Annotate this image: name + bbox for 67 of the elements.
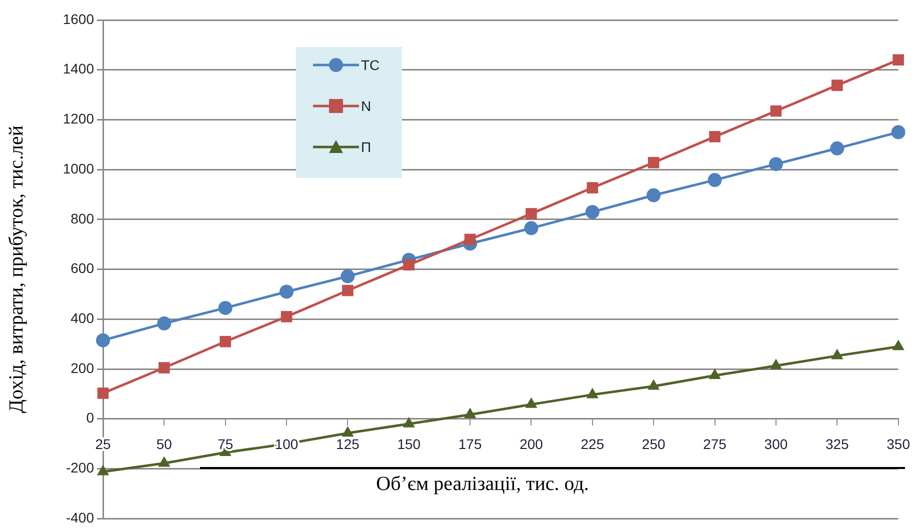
point [402, 416, 415, 428]
point [648, 156, 660, 168]
point [464, 234, 476, 246]
y-tick-label: 400 [70, 310, 94, 326]
x-tick-label: 125 [336, 436, 360, 452]
point [585, 204, 600, 219]
x-tick-label: 300 [764, 436, 788, 452]
x-tick-label: 25 [95, 436, 111, 452]
x-tick-label: 200 [520, 436, 544, 452]
y-tick-label: 1600 [62, 10, 94, 27]
point [708, 368, 721, 379]
point [525, 397, 538, 408]
point [831, 348, 844, 360]
point [342, 426, 354, 437]
x-tick-label: 275 [703, 436, 727, 452]
point [892, 54, 904, 66]
point [403, 259, 415, 270]
point [586, 388, 598, 398]
point [96, 464, 110, 476]
y-tick-label: 200 [70, 360, 94, 376]
point [524, 221, 538, 236]
x-axis-title: Об’єм реалізації, тис. од. [200, 467, 905, 496]
point [770, 358, 782, 370]
y-tick-label: 1000 [62, 160, 94, 176]
point [526, 208, 537, 220]
x-tick-label: 50 [156, 436, 172, 452]
legend-label: TC [361, 57, 380, 73]
point [830, 141, 844, 156]
point [708, 173, 722, 188]
y-tick-label: -200 [66, 460, 94, 476]
point [220, 336, 232, 348]
y-axis-title: Дохід, витрати, прибуток, тис.лей [5, 125, 28, 414]
x-tick-label: 325 [825, 436, 850, 452]
point [892, 340, 904, 350]
point [280, 311, 292, 322]
point [831, 80, 843, 91]
point [158, 456, 170, 467]
x-tick-label: 150 [397, 436, 421, 452]
y-tick-label: 600 [70, 260, 94, 276]
point [340, 269, 355, 284]
point [646, 188, 661, 202]
point [97, 388, 109, 399]
point [342, 284, 354, 296]
x-tick-label: 350 [886, 436, 910, 452]
x-tick-label: 175 [458, 436, 482, 452]
legend-label: П [361, 139, 372, 155]
point [891, 125, 906, 140]
point [157, 316, 172, 330]
point [709, 131, 720, 142]
point [158, 362, 170, 374]
y-tick-label: 800 [70, 210, 94, 226]
y-tick-label: 0 [86, 410, 94, 426]
y-tick-label: 1200 [62, 110, 94, 127]
point [586, 182, 598, 194]
point [280, 284, 294, 299]
y-tick-label: 1400 [62, 60, 94, 77]
point [96, 333, 110, 348]
point [770, 105, 782, 117]
point [464, 408, 476, 418]
point [768, 157, 783, 172]
point [648, 379, 660, 390]
x-tick-label: 250 [642, 436, 666, 452]
legend-label: N [361, 98, 372, 114]
y-tick-label: -400 [66, 509, 94, 526]
x-tick-label: 75 [218, 436, 234, 452]
point [218, 300, 232, 315]
x-tick-label: 225 [580, 436, 604, 452]
